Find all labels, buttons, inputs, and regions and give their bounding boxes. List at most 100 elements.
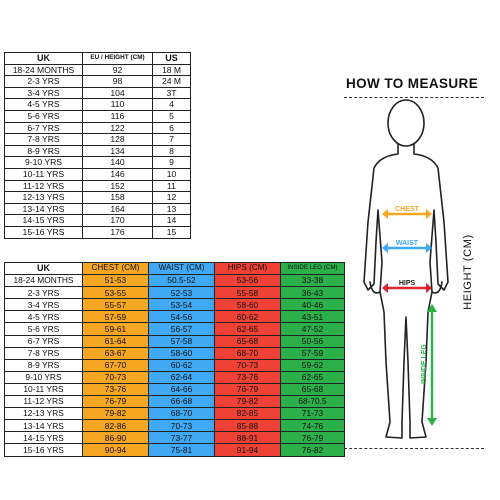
eu-height-cell: 146 [82,167,153,181]
eu-height-cell: 116 [82,109,153,123]
uk-size-cell: 4-5 YRS [4,310,83,324]
hips-cell: 76-79 [214,382,281,397]
us-size-cell: 8 [152,144,191,158]
header-hips: HIPS (CM) [214,261,281,276]
chest-label: CHEST [395,206,419,213]
height-top-line [344,97,484,98]
us-size-cell: 6 [152,121,191,135]
chest-arrow-right-head [426,209,432,219]
waist-cell: 70-73 [148,419,215,433]
child-body-figure: CHEST WAIST HIPS INSIDE LEG [363,99,449,439]
eu-height-cell: 98 [82,75,153,88]
waist-cell: 52-53 [148,286,215,300]
waist-arrow-left-head [382,243,388,253]
inside-leg-cell: 76-82 [280,443,345,457]
table-row: 11-12 YRS 76-79 66-68 79-82 68-70.5 [4,395,345,409]
hips-cell: 68-70 [214,346,281,360]
uk-size-cell: 13-14 YRS [4,419,83,433]
waist-label: WAIST [396,240,419,247]
waist-arrow-right-head [426,243,432,253]
hips-cell: 60-62 [214,310,281,324]
header-us: US [152,52,191,65]
uk-size-cell: 18-24 MONTHS [4,274,83,288]
uk-size-cell: 3-4 YRS [4,298,83,312]
hips-cell: 82-85 [214,407,281,421]
uk-size-cell: 15-16 YRS [4,443,83,457]
uk-size-cell: 15-16 YRS [4,225,83,239]
table-row: 14-15 YRS 86-90 73-77 88-91 76-79 [4,431,345,445]
chest-cell: 53-55 [82,286,149,300]
waist-cell: 68-70 [148,407,215,421]
eu-height-cell: 140 [82,156,153,169]
inside-leg-label: INSIDE LEG [421,344,428,384]
table-row: 8-9 YRS 67-70 60-62 70-73 59-62 [4,358,345,372]
how-to-measure-title: HOW TO MEASURE [346,76,479,91]
us-size-cell: 12 [152,191,191,204]
hips-cell: 62-65 [214,322,281,336]
chest-cell: 57-59 [82,310,149,324]
hips-cell: 70-73 [214,358,281,372]
inside-leg-cell: 40-46 [280,298,345,312]
inside-leg-cell: 76-79 [280,431,345,445]
uk-size-cell: 8-9 YRS [4,144,83,158]
inside-leg-cell: 57-59 [280,346,345,360]
table-row: 9-10 YRS 140 9 [4,156,191,169]
eu-height-cell: 128 [82,133,153,146]
us-size-cell: 11 [152,179,191,193]
hips-cell: 53-56 [214,274,281,288]
table-row: 5-6 YRS 116 5 [4,109,191,123]
inside-leg-arrow-bottom-head [427,418,437,426]
chest-cell: 79-82 [82,407,149,421]
hips-cell: 73-76 [214,370,281,384]
table-row: 4-5 YRS 57-59 54-56 60-62 43-51 [4,310,345,324]
us-size-cell: 9 [152,156,191,169]
uk-size-cell: 11-12 YRS [4,179,83,193]
table-row: 4-5 YRS 110 4 [4,98,191,111]
inside-leg-cell: 33-38 [280,274,345,288]
eu-height-cell: 152 [82,179,153,193]
hips-cell: 85-88 [214,419,281,433]
hips-cell: 55-58 [214,286,281,300]
uk-size-cell: 14-15 YRS [4,214,83,227]
uk-size-cell: 14-15 YRS [4,431,83,445]
us-size-cell: 3T [152,86,191,100]
chest-cell: 70-73 [82,370,149,384]
uk-size-cell: 12-13 YRS [4,191,83,204]
table-row: 15-16 YRS 176 15 [4,225,191,239]
header-chest: CHEST (CM) [82,261,149,276]
waist-cell: 58-60 [148,346,215,360]
head-outline [387,99,425,147]
uk-size-cell: 13-14 YRS [4,202,83,216]
table-row: 3-4 YRS 104 3T [4,86,191,100]
uk-size-cell: 7-8 YRS [4,346,83,360]
header-uk: UK [4,261,83,276]
table-row: 7-8 YRS 63-67 58-60 68-70 57-59 [4,346,345,360]
left-hand-outline [369,281,381,294]
header-inside-leg: INSIDE LEG (CM) [280,261,345,276]
table-row: 10-11 YRS 146 10 [4,167,191,181]
uk-size-cell: 7-8 YRS [4,133,83,146]
table-header-row: UK CHEST (CM) WAIST (CM) HIPS (CM) INSID… [4,261,345,276]
uk-size-cell: 8-9 YRS [4,358,83,372]
inside-leg-cell: 36-43 [280,286,345,300]
chest-cell: 82-86 [82,419,149,433]
table-row: 13-14 YRS 82-86 70-73 85-88 74-76 [4,419,345,433]
us-size-cell: 13 [152,202,191,216]
hips-cell: 65-68 [214,334,281,348]
table-row: 13-14 YRS 164 13 [4,202,191,216]
waist-cell: 62-64 [148,370,215,384]
table-row: 2-3 YRS 98 24 M [4,75,191,88]
waist-cell: 50.5-52 [148,274,215,288]
chest-cell: 51-53 [82,274,149,288]
header-waist: WAIST (CM) [148,261,215,276]
us-size-cell: 10 [152,167,191,181]
waist-cell: 57-58 [148,334,215,348]
chest-cell: 63-67 [82,346,149,360]
waist-cell: 75-81 [148,443,215,457]
eu-height-cell: 170 [82,214,153,227]
right-hand-outline [431,281,443,294]
uk-size-cell: 4-5 YRS [4,98,83,111]
table-row: 9-10 YRS 70-73 62-64 73-76 62-65 [4,370,345,384]
uk-size-cell: 18-24 MONTHS [4,63,83,77]
table-row: 3-4 YRS 55-57 53-54 58-60 40-46 [4,298,345,312]
